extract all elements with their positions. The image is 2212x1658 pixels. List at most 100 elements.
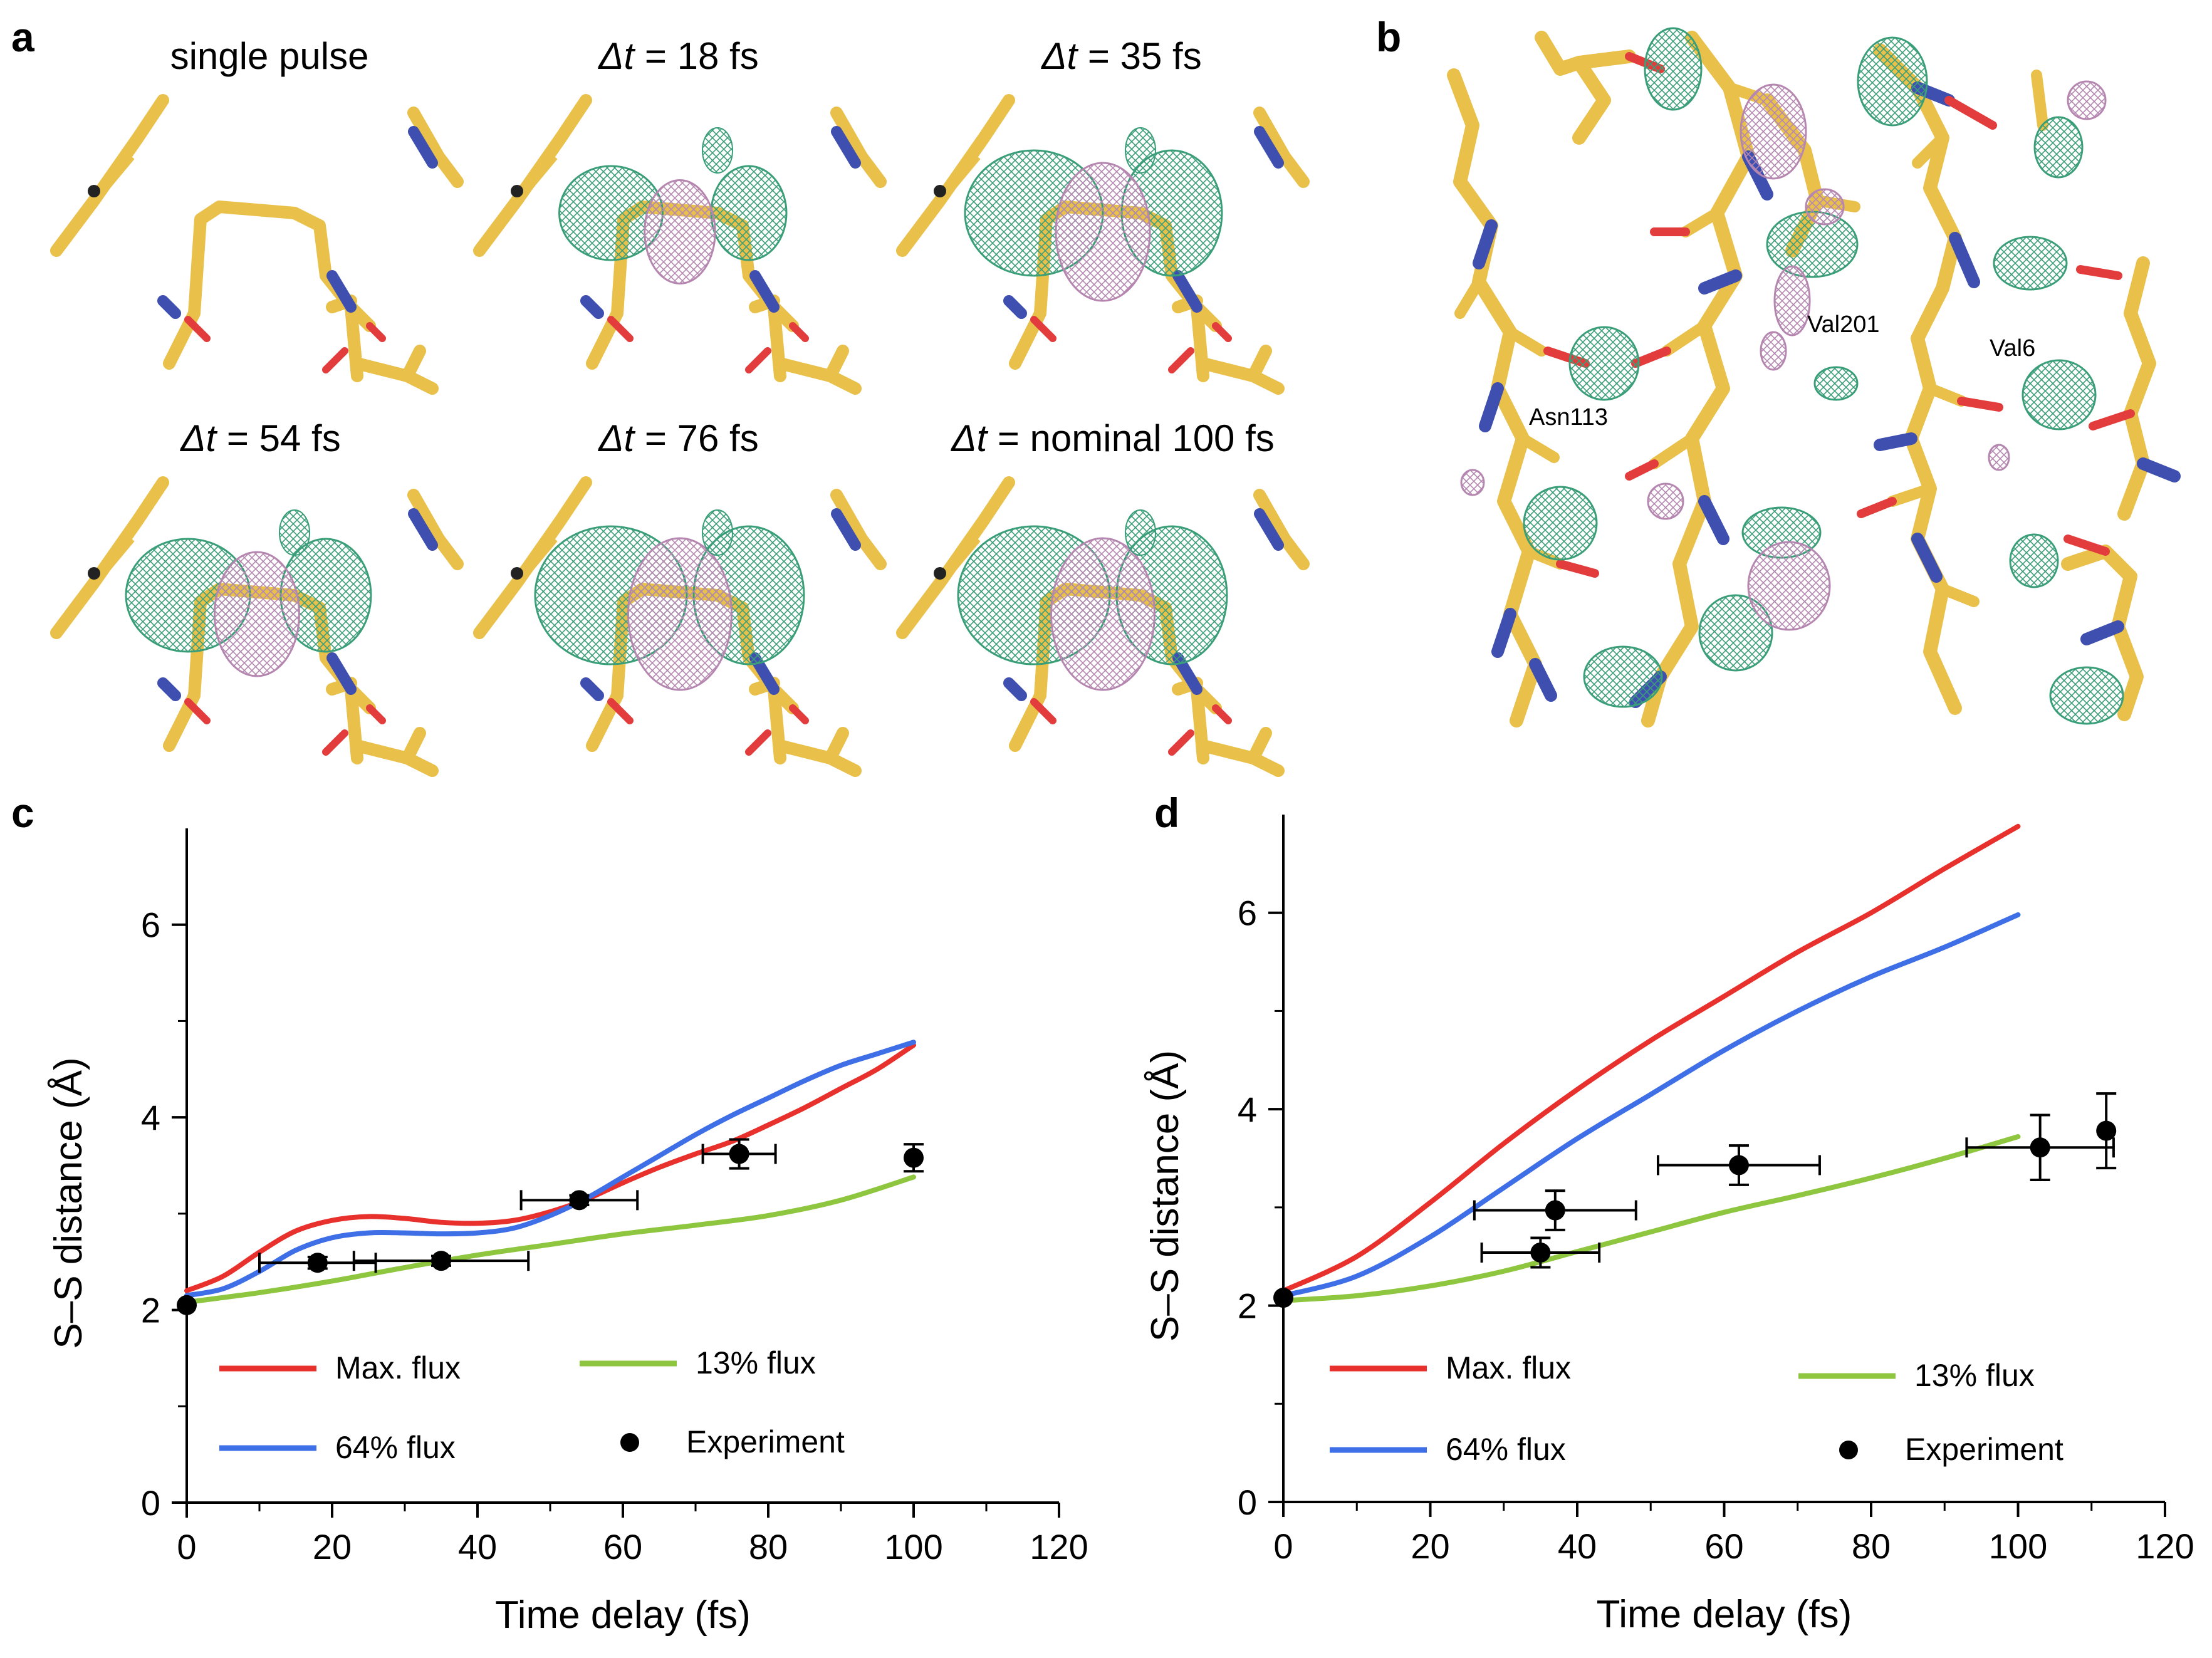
nitrogen-bond: [326, 652, 357, 695]
x-tick-label: 100: [884, 1527, 942, 1567]
experiment-marker: [2030, 1137, 2050, 1158]
stick-bond: [774, 727, 862, 777]
subpanel-title-35fs: Δt = 35 fs: [1040, 35, 1201, 77]
stick-bond: [407, 489, 464, 570]
nitrogen-bond: [1003, 677, 1027, 701]
positive-density-blob: [279, 509, 310, 556]
legend-entry: 64% flux: [219, 1430, 456, 1465]
oxygen-bond: [745, 347, 771, 373]
experiment-point: [2096, 1092, 2117, 1170]
experiment-marker: [1728, 1155, 1749, 1176]
x-tick-label: 80: [749, 1527, 788, 1567]
subpanel-title-76fs: Δt = 76 fs: [597, 417, 758, 459]
x-tick-label: 40: [1558, 1526, 1597, 1566]
panel-letter-c: c: [11, 790, 34, 836]
panel-letter-a: a: [11, 14, 35, 60]
x-tick-label: 20: [313, 1527, 352, 1567]
nitrogen-bond: [749, 270, 780, 313]
stick-bond: [407, 107, 464, 188]
legend-label: 64% flux: [1446, 1432, 1566, 1467]
oxygen-bond: [607, 698, 634, 724]
y-axis-label: S–S distance (Å): [1144, 1050, 1187, 1342]
x-tick-label: 20: [1411, 1526, 1449, 1566]
nitrogen-bond: [326, 270, 357, 313]
x-tick-label: 40: [458, 1527, 497, 1567]
subpanel-title-single-pulse: single pulse: [170, 35, 369, 77]
nitrogen-bond: [1172, 270, 1203, 313]
atom-sphere: [88, 567, 100, 580]
experiment-marker: [1273, 1288, 1293, 1308]
experiment-point: [1273, 1288, 1293, 1308]
oxygen-bond: [322, 347, 348, 373]
x-tick-label: 60: [603, 1527, 642, 1567]
negative-density-blob: [214, 551, 300, 677]
legend-entry: Experiment: [1839, 1432, 2063, 1467]
structure-thumbnail: [50, 476, 464, 777]
positive-density-blob: [710, 165, 788, 261]
x-tick-label: 0: [177, 1527, 196, 1567]
panel-letter-d: d: [1154, 790, 1179, 836]
chart-c: c 0 20 40 60 80 100 120 0 2 4 6 Time delay (fs) S–S …: [11, 790, 1088, 1637]
oxygen-bond: [1168, 729, 1194, 756]
panel-letter-b: b: [1376, 14, 1401, 60]
y-tick-label: 2: [141, 1291, 160, 1330]
oxygen-bond: [366, 704, 386, 724]
panel-b: b: [1376, 14, 2181, 727]
atom-sphere: [511, 567, 523, 580]
positive-density-blob: [702, 127, 733, 174]
experiment-point: [1965, 1113, 2115, 1181]
x-tick-label: 60: [1704, 1526, 1743, 1566]
y-tick-label: 2: [1238, 1286, 1257, 1326]
stick-bond: [72, 154, 135, 228]
stick-bond: [830, 107, 887, 188]
x-axis-label: Time delay (fs): [495, 1593, 751, 1637]
experiment-marker: [177, 1295, 197, 1315]
stick-bond: [495, 536, 558, 610]
atom-sphere: [934, 567, 946, 580]
stick-bond: [50, 94, 169, 257]
stick-bond: [918, 536, 981, 610]
legend-label: Max. flux: [1446, 1350, 1571, 1385]
experiment-marker: [729, 1144, 749, 1164]
stick-bond: [351, 345, 439, 395]
nitrogen-bond: [1254, 508, 1284, 551]
oxygen-bond: [607, 316, 634, 342]
x-tick-label: 0: [1273, 1526, 1293, 1566]
atom-sphere: [88, 185, 100, 197]
experiment-point: [1480, 1236, 1601, 1269]
nitrogen-bond: [580, 677, 604, 701]
structure-thumbnails: [50, 94, 1310, 777]
subpanel-title-18fs: Δt = 18 fs: [597, 35, 758, 77]
disulfide-bridge: [163, 201, 363, 382]
legend-label: 64% flux: [335, 1430, 456, 1465]
x-tick-label: 100: [1989, 1526, 2047, 1566]
experiment-point: [701, 1138, 777, 1170]
oxygen-bond: [184, 316, 211, 342]
legend-label: Experiment: [686, 1424, 845, 1459]
negative-density-blobs: [1460, 80, 2107, 631]
stick-bond: [1253, 107, 1310, 188]
nitrogen-bond: [580, 295, 604, 319]
residue-label-asn113: Asn113: [1529, 404, 1608, 430]
legend-label: 13% flux: [1914, 1358, 2035, 1393]
legend-entry: Max. flux: [1330, 1350, 1571, 1385]
stick-bond: [1253, 489, 1310, 570]
nitrogen-bond: [408, 508, 438, 551]
negative-density-blob: [1055, 162, 1151, 302]
experiment-point: [519, 1190, 639, 1211]
experiment-point: [352, 1251, 530, 1271]
structure-thumbnail: [473, 94, 887, 395]
nitrogen-bond: [408, 126, 438, 169]
nitrogen-bond: [1003, 295, 1027, 319]
stick-bond: [1197, 345, 1285, 395]
residue-label-val201: Val201: [1807, 311, 1880, 338]
oxygen-bond: [1030, 316, 1056, 342]
legend-entry: Max. flux: [219, 1350, 461, 1385]
subpanel-title-100fs: Δt = nominal 100 fs: [950, 417, 1275, 459]
oxygen-bond: [745, 729, 771, 756]
experiment-marker: [431, 1251, 451, 1271]
series-line-64-flux: [1281, 912, 2021, 1298]
nitrogen-bond: [157, 677, 181, 701]
legend-entry: 64% flux: [1330, 1432, 1566, 1467]
